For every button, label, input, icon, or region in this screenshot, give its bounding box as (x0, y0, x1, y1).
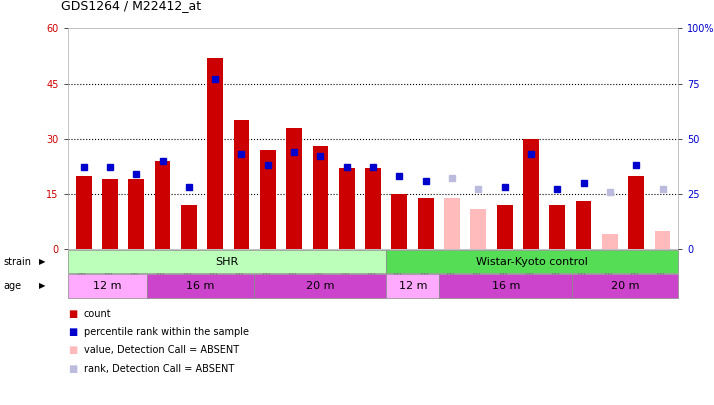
Text: age: age (4, 281, 21, 291)
Bar (233, 120, 249, 249)
Bar (365, 168, 381, 249)
Bar (181, 205, 197, 249)
Bar (68, 274, 148, 298)
Bar (102, 179, 118, 249)
Text: ■: ■ (68, 309, 77, 319)
Text: 12 m: 12 m (94, 281, 122, 291)
Bar (572, 274, 678, 298)
Bar (386, 250, 678, 273)
Bar (628, 175, 644, 249)
Bar (286, 128, 302, 249)
Bar (260, 150, 276, 249)
Text: rank, Detection Call = ABSENT: rank, Detection Call = ABSENT (84, 364, 233, 373)
Text: ■: ■ (68, 364, 77, 373)
Text: 16 m: 16 m (186, 281, 215, 291)
Bar (76, 175, 91, 249)
Bar (497, 205, 513, 249)
Text: ▶: ▶ (39, 257, 46, 266)
Text: ■: ■ (68, 345, 77, 355)
Bar (418, 198, 433, 249)
Bar (523, 139, 539, 249)
Bar (313, 146, 328, 249)
Text: ■: ■ (68, 327, 77, 337)
Bar (471, 209, 486, 249)
Text: count: count (84, 309, 111, 319)
Bar (655, 231, 670, 249)
Bar (391, 194, 407, 249)
Bar (253, 274, 386, 298)
Bar (148, 274, 253, 298)
Text: ▶: ▶ (39, 281, 46, 290)
Bar (68, 250, 386, 273)
Bar (129, 179, 144, 249)
Text: 12 m: 12 m (398, 281, 427, 291)
Bar (575, 201, 591, 249)
Text: percentile rank within the sample: percentile rank within the sample (84, 327, 248, 337)
Text: 20 m: 20 m (306, 281, 334, 291)
Text: Wistar-Kyoto control: Wistar-Kyoto control (476, 257, 588, 266)
Text: GDS1264 / M22412_at: GDS1264 / M22412_at (61, 0, 201, 12)
Bar (386, 274, 439, 298)
Text: SHR: SHR (216, 257, 238, 266)
Bar (339, 168, 355, 249)
Text: 16 m: 16 m (491, 281, 520, 291)
Text: strain: strain (4, 257, 31, 266)
Bar (602, 234, 618, 249)
Text: value, Detection Call = ABSENT: value, Detection Call = ABSENT (84, 345, 238, 355)
Text: 20 m: 20 m (611, 281, 640, 291)
Bar (155, 161, 171, 249)
Bar (439, 274, 572, 298)
Bar (207, 58, 223, 249)
Bar (444, 198, 460, 249)
Bar (549, 205, 565, 249)
